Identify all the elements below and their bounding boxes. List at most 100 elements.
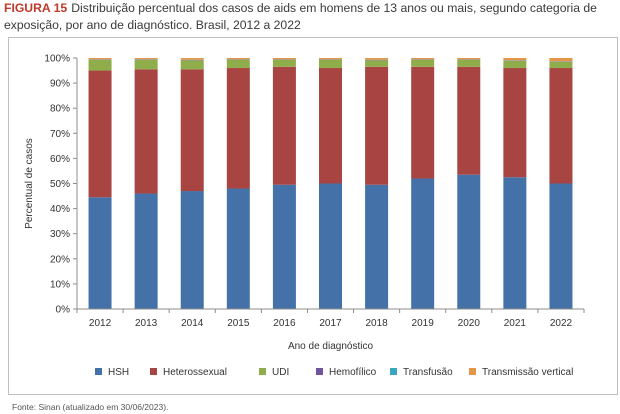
- bar-stack-2018: [365, 58, 389, 309]
- bar-segment-transmissão-vertical-2014: [180, 58, 204, 60]
- bar-segment-udi-2014: [180, 60, 204, 70]
- x-tick-label: 2019: [412, 318, 435, 329]
- bar-segment-transmissão-vertical-2015: [226, 58, 250, 60]
- bar-stack-2022: [549, 58, 573, 309]
- x-tick-label: 2016: [273, 318, 296, 329]
- bar-segment-transmissão-vertical-2021: [503, 58, 527, 61]
- bar-segment-hsh-2022: [549, 183, 573, 309]
- y-tick-label: 40%: [50, 204, 70, 215]
- y-tick-label: 70%: [50, 129, 70, 140]
- legend-item-heterossexual: Heterossexual: [150, 367, 227, 378]
- bar-segment-transmissão-vertical-2012: [88, 58, 112, 60]
- bar-segment-hsh-2014: [180, 191, 204, 309]
- legend-label: Transmissão vertical: [482, 367, 573, 378]
- bar-segment-heterossexual-2015: [226, 68, 250, 189]
- legend-label: Heterossexual: [163, 367, 227, 378]
- y-tick-label: 60%: [50, 154, 70, 165]
- chart-container: 0% 10% 20% 30% 40% 50% 60% 70% 80% 90% 100% 2012 20…: [8, 37, 618, 395]
- y-tick-label: 0%: [56, 305, 71, 316]
- bar-segment-transmissão-vertical-2020: [457, 58, 481, 60]
- y-axis-label: Percentual de casos: [24, 138, 35, 229]
- bar-stack-2013: [134, 58, 158, 309]
- bar-segment-udi-2020: [457, 60, 481, 67]
- y-tick-label: 20%: [50, 254, 70, 265]
- legend-swatch: [316, 368, 323, 375]
- y-tick-label: 10%: [50, 279, 70, 290]
- bar-segment-hsh-2017: [319, 183, 342, 309]
- legend-swatch: [259, 368, 266, 375]
- x-axis-label: Ano de diagnóstico: [288, 341, 374, 352]
- bar-segment-udi-2022: [549, 61, 573, 69]
- bar-segment-udi-2016: [272, 60, 296, 67]
- legend-swatch: [390, 368, 397, 375]
- bar-segment-heterossexual-2021: [503, 68, 527, 178]
- bar-segment-udi-2017: [319, 60, 342, 69]
- bar-segment-transmissão-vertical-2019: [411, 58, 435, 60]
- bar-segment-hsh-2016: [272, 184, 296, 309]
- stacked-bar-chart: 0% 10% 20% 30% 40% 50% 60% 70% 80% 90% 100% 2012 20…: [24, 54, 585, 378]
- source-note: Fonte: Sinan (atualizado em 30/06/2023).: [12, 402, 169, 412]
- x-tick-label: 2022: [550, 318, 573, 329]
- bar-segment-heterossexual-2022: [549, 68, 573, 184]
- legend-item-transfusão: Transfusão: [390, 367, 453, 378]
- bar-segment-hsh-2018: [365, 184, 389, 309]
- bar-segment-hsh-2020: [457, 174, 481, 309]
- bar-segment-transmissão-vertical-2022: [549, 58, 573, 62]
- y-tick-label: 90%: [50, 79, 70, 90]
- bar-segment-udi-2021: [503, 60, 527, 69]
- x-tick-label: 2013: [135, 318, 158, 329]
- bar-segment-hsh-2015: [226, 188, 250, 309]
- bar-stack-2020: [457, 58, 481, 309]
- bar-segment-transmissão-vertical-2018: [365, 58, 389, 60]
- legend-label: Hemofílico: [329, 367, 377, 378]
- bar-stack-2015: [226, 58, 250, 309]
- bar-segment-udi-2012: [88, 59, 112, 71]
- legend-item-udi: UDI: [259, 367, 289, 378]
- bar-segment-hsh-2021: [503, 177, 527, 309]
- bar-stack-2012: [88, 58, 112, 309]
- x-tick-label: 2020: [458, 318, 481, 329]
- bar-segment-heterossexual-2013: [134, 69, 158, 194]
- x-tick-label: 2017: [319, 318, 342, 329]
- bar-segment-heterossexual-2012: [88, 70, 112, 198]
- legend: HSH Heterossexual UDI Hemofílico Transfusão T…: [95, 367, 573, 378]
- legend-item-hemofílico: Hemofílico: [316, 367, 377, 378]
- y-tick-label: 100%: [44, 54, 70, 65]
- x-tick-label: 2012: [89, 318, 112, 329]
- legend-swatch: [469, 368, 476, 375]
- bar-segment-heterossexual-2019: [411, 66, 435, 179]
- legend-label: HSH: [108, 367, 129, 378]
- bar-stack-2014: [180, 58, 204, 309]
- bar-segment-transmissão-vertical-2016: [272, 58, 296, 60]
- bar-segment-hsh-2012: [88, 197, 112, 309]
- bar-stack-2021: [503, 58, 527, 309]
- figure-title: Distribuição percentual dos casos de aid…: [4, 1, 597, 32]
- bar-segment-heterossexual-2017: [319, 68, 342, 184]
- legend-item-transmissão-vertical: Transmissão vertical: [469, 367, 573, 378]
- bar-segment-heterossexual-2016: [272, 66, 296, 185]
- legend-swatch: [95, 368, 102, 375]
- bar-segment-heterossexual-2020: [457, 66, 481, 175]
- legend-item-hsh: HSH: [95, 367, 129, 378]
- bar-segment-heterossexual-2014: [180, 69, 204, 192]
- bar-segment-udi-2013: [134, 59, 158, 70]
- figure-heading: FIGURA 15 Distribuição percentual dos cas…: [4, 0, 616, 34]
- x-tick-label: 2018: [365, 318, 388, 329]
- y-tick-label: 50%: [50, 179, 70, 190]
- bar-segment-transmissão-vertical-2013: [134, 58, 158, 60]
- bar-segment-udi-2019: [411, 60, 435, 67]
- x-tick-label: 2015: [227, 318, 250, 329]
- legend-label: Transfusão: [403, 367, 453, 378]
- bar-segment-udi-2018: [365, 60, 389, 67]
- figure-label: FIGURA 15: [4, 1, 68, 15]
- legend-label: UDI: [272, 367, 289, 378]
- legend-swatch: [150, 368, 157, 375]
- bar-stack-2019: [411, 58, 435, 309]
- y-tick-label: 80%: [50, 104, 70, 115]
- bar-stack-2017: [319, 58, 342, 309]
- y-tick-label: 30%: [50, 229, 70, 240]
- y-axis: 0% 10% 20% 30% 40% 50% 60% 70% 80% 90% 100%: [44, 54, 78, 316]
- bar-segment-transmissão-vertical-2017: [319, 58, 342, 60]
- bar-segment-hsh-2013: [134, 193, 158, 309]
- x-tick-label: 2021: [504, 318, 527, 329]
